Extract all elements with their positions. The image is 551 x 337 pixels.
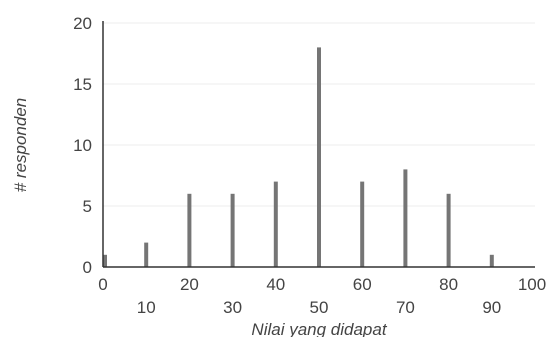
bar-10 [144, 242, 149, 267]
x-tick-30: 30 [223, 298, 242, 317]
y-tick-20: 20 [73, 14, 92, 33]
x-tick-90: 90 [482, 298, 501, 317]
x-tick-60: 60 [353, 275, 372, 294]
x-tick-labels: 0 10 20 30 40 50 60 70 80 90 100 [98, 275, 546, 317]
bar-60 [360, 181, 365, 267]
x-tick-40: 40 [266, 275, 285, 294]
x-tick-10: 10 [137, 298, 156, 317]
x-tick-50: 50 [310, 298, 329, 317]
x-tick-0: 0 [98, 275, 107, 294]
bars [103, 47, 494, 268]
x-tick-20: 20 [180, 275, 199, 294]
bar-90 [489, 254, 494, 267]
bar-30 [230, 193, 235, 267]
bar-70 [403, 169, 408, 267]
x-tick-70: 70 [396, 298, 415, 317]
x-tick-100: 100 [518, 275, 546, 294]
bar-40 [273, 181, 278, 267]
bar-50 [317, 47, 321, 268]
y-tick-labels: 0 5 10 15 20 [73, 14, 92, 277]
x-tick-80: 80 [439, 275, 458, 294]
y-tick-10: 10 [73, 136, 92, 155]
y-axis-title: # responden [11, 98, 30, 193]
bar-80 [446, 193, 451, 267]
y-tick-0: 0 [83, 258, 92, 277]
y-tick-5: 5 [83, 197, 92, 216]
x-axis-title: Nilai yang didapat [251, 320, 387, 337]
bar-20 [187, 193, 192, 267]
y-tick-15: 15 [73, 75, 92, 94]
bar-0 [103, 254, 107, 267]
